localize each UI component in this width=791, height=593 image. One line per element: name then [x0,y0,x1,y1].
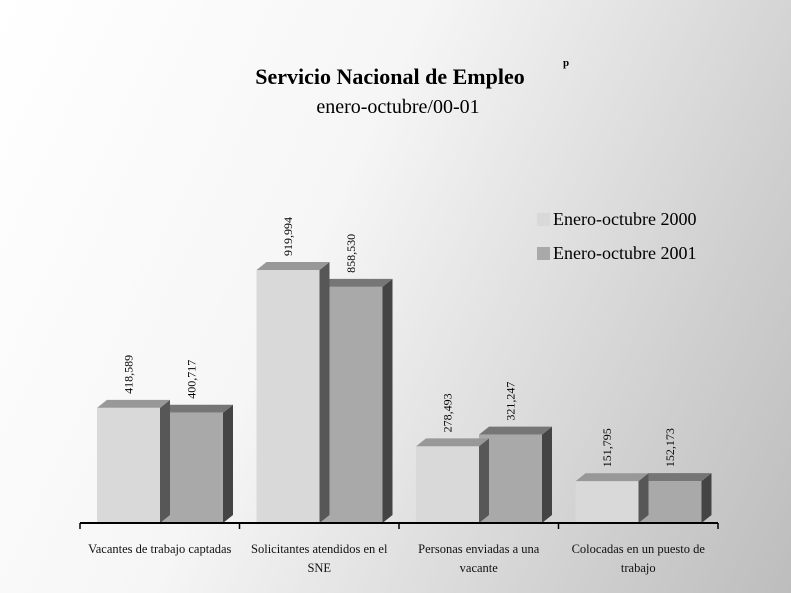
value-label: 152,173 [663,428,677,467]
legend-swatch [537,213,550,226]
value-label: 858,530 [344,234,358,273]
x-tick-label: Colocadas en un puesto de trabajo [571,542,705,575]
bar-top [160,404,233,413]
bar-side [638,473,649,523]
bar [416,438,489,523]
bar-top [479,426,552,435]
chart-title: Servicio Nacional de Empleo [255,64,524,89]
bar-side [542,426,552,523]
title-note: p [563,57,569,69]
bar-top [416,438,489,447]
bar-front [575,481,639,523]
x-tick-label: Solicitantes atendidos en el SNE [251,542,388,575]
bar-front [319,286,383,523]
bar-top [97,399,170,408]
value-label: 321,247 [504,382,518,421]
bar-side [479,438,489,523]
bar-top [638,473,712,482]
value-label: 400,717 [185,360,199,399]
x-tick-label: Vacantes de trabajo captadas [88,542,232,556]
bar-side [223,404,233,523]
bar-front [479,434,542,523]
value-label: 418,589 [122,355,136,394]
bar [256,262,330,523]
bar-front [160,412,223,523]
value-label: 919,994 [281,217,295,256]
bar-front [416,446,479,523]
bar-top [575,473,649,482]
bar-front [638,481,702,523]
bar-side [160,399,170,523]
bar [160,404,233,523]
bar-top [256,262,330,270]
bar-top [319,278,393,287]
bar [479,426,552,523]
bar [575,473,649,523]
value-label: 278,493 [441,393,455,432]
legend-label: Enero-octubre 2001 [553,243,696,263]
bar [97,399,170,523]
legend-swatch [537,247,550,260]
x-tick-label: Personas enviadas a una vacante [418,542,540,575]
bar-side [319,262,330,523]
bar [319,278,393,523]
bar [638,473,712,523]
bar-front [256,270,320,523]
bar-side [382,278,393,523]
bar-side [701,473,712,523]
chart-subtitle: enero-octubre/00-01 [316,96,479,118]
value-label: 151,795 [600,428,614,467]
legend-label: Enero-octubre 2000 [553,209,696,229]
bar-front [97,407,160,523]
